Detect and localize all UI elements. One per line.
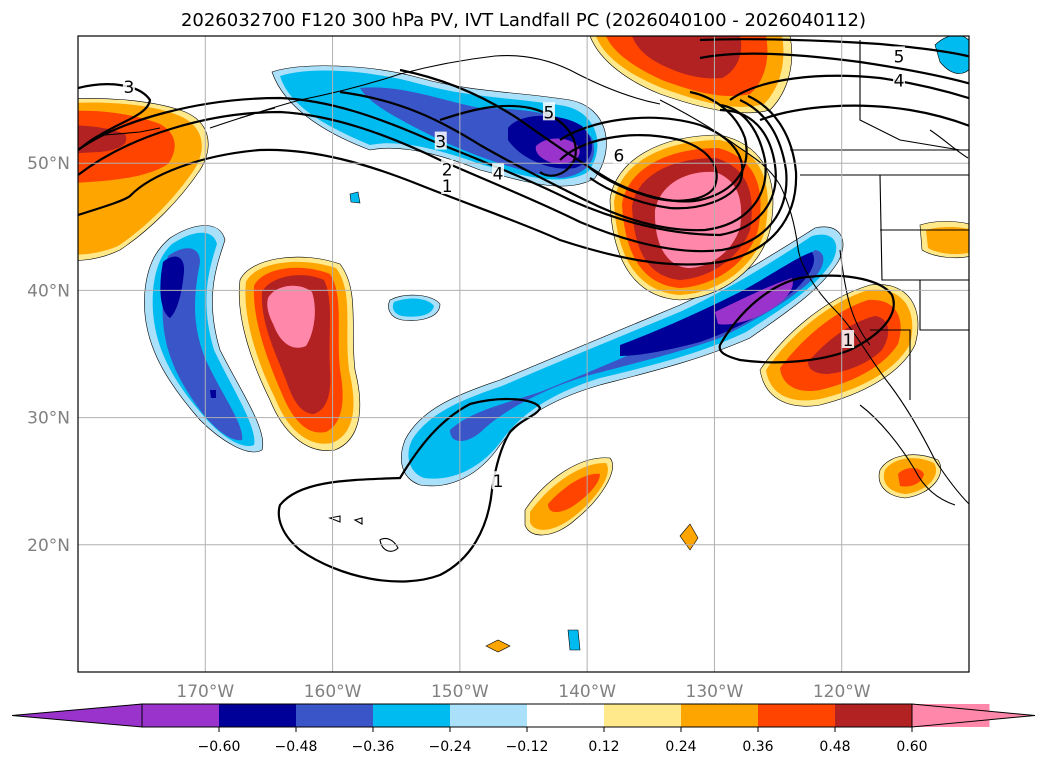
colorbar-tick-label: −0.60 [198,739,241,755]
lat-tick-label: 50°N [27,154,70,174]
colorbar-segment [681,704,759,727]
pv-anomaly-fills [78,36,969,653]
lon-tick-label: 150°W [431,682,489,702]
colorbar-tick-label: 0.60 [896,739,927,755]
contour-label-bg [612,145,625,164]
map-title: 2026032700 F120 300 hPa PV, IVT Landfall… [180,10,867,31]
contour-label-bg [492,163,505,182]
contour-label: 1 [843,331,854,351]
contour-label: 3 [124,78,135,98]
contour-label-bg [441,159,454,178]
contour-label: 3 [435,133,446,153]
lat-tick-label: 40°N [27,281,70,301]
colorbar-tick-label: −0.12 [506,739,549,755]
colorbar-tick-label: −0.36 [352,739,395,755]
colorbar-tick-label: 0.36 [742,739,773,755]
lon-tick-label: 140°W [558,682,616,702]
colorbar-segment [219,704,297,727]
colorbar-tick-label: −0.24 [429,739,472,755]
contour-label-bg [441,176,454,195]
colorbar-segment [142,704,220,727]
contour-label-bg [892,46,905,65]
contour-label: 5 [544,103,555,123]
contour-label-bg [542,102,555,121]
longitude-ticks: 170°W 160°W 150°W 140°W 130°W 120°W [176,682,870,702]
contour-label: 1 [442,177,453,197]
colorbar-segment [835,704,913,727]
colorbar-segment [296,704,374,727]
colorbar-segment [450,704,528,727]
lon-tick-label: 130°W [686,682,744,702]
contour-label-bg [492,471,505,490]
contour-label-bg [842,330,855,349]
contour-label-bg [122,76,135,95]
contour-label: 6 [614,147,625,167]
colorbar-segment [373,704,451,727]
colorbar-segment [758,704,836,727]
lon-tick-label: 170°W [176,682,234,702]
map-frame [77,35,970,673]
colorbar-tick-label: 0.12 [588,739,619,755]
gridlines [78,36,969,672]
colorbar-segment [604,704,682,727]
contour-label: 2 [442,161,453,181]
colorbar-tick-label: −0.48 [275,739,318,755]
colorbar-segment [527,704,605,727]
lat-tick-label: 30°N [27,409,70,429]
contour-label: 4 [493,164,504,184]
colorbar-extend-min [11,703,143,728]
contour-label: 5 [894,47,905,67]
contour-label: 1 [493,472,504,492]
contour-lines [78,38,969,583]
colorbar: −0.60 −0.48 −0.36 −0.24 −0.12 0.12 0.24 0.36 0.4… [11,703,1036,755]
contour-label-bg [892,70,905,89]
contour-label-bg [434,131,447,150]
contour-label: 4 [894,72,905,92]
lat-tick-label: 20°N [27,536,70,556]
lon-tick-label: 120°W [813,682,871,702]
lon-tick-label: 160°W [304,682,362,702]
latitude-ticks: 50°N 40°N 30°N 20°N [27,154,70,556]
colorbar-tick-label: 0.48 [819,739,850,755]
colorbar-tick-label: 0.24 [665,739,696,755]
